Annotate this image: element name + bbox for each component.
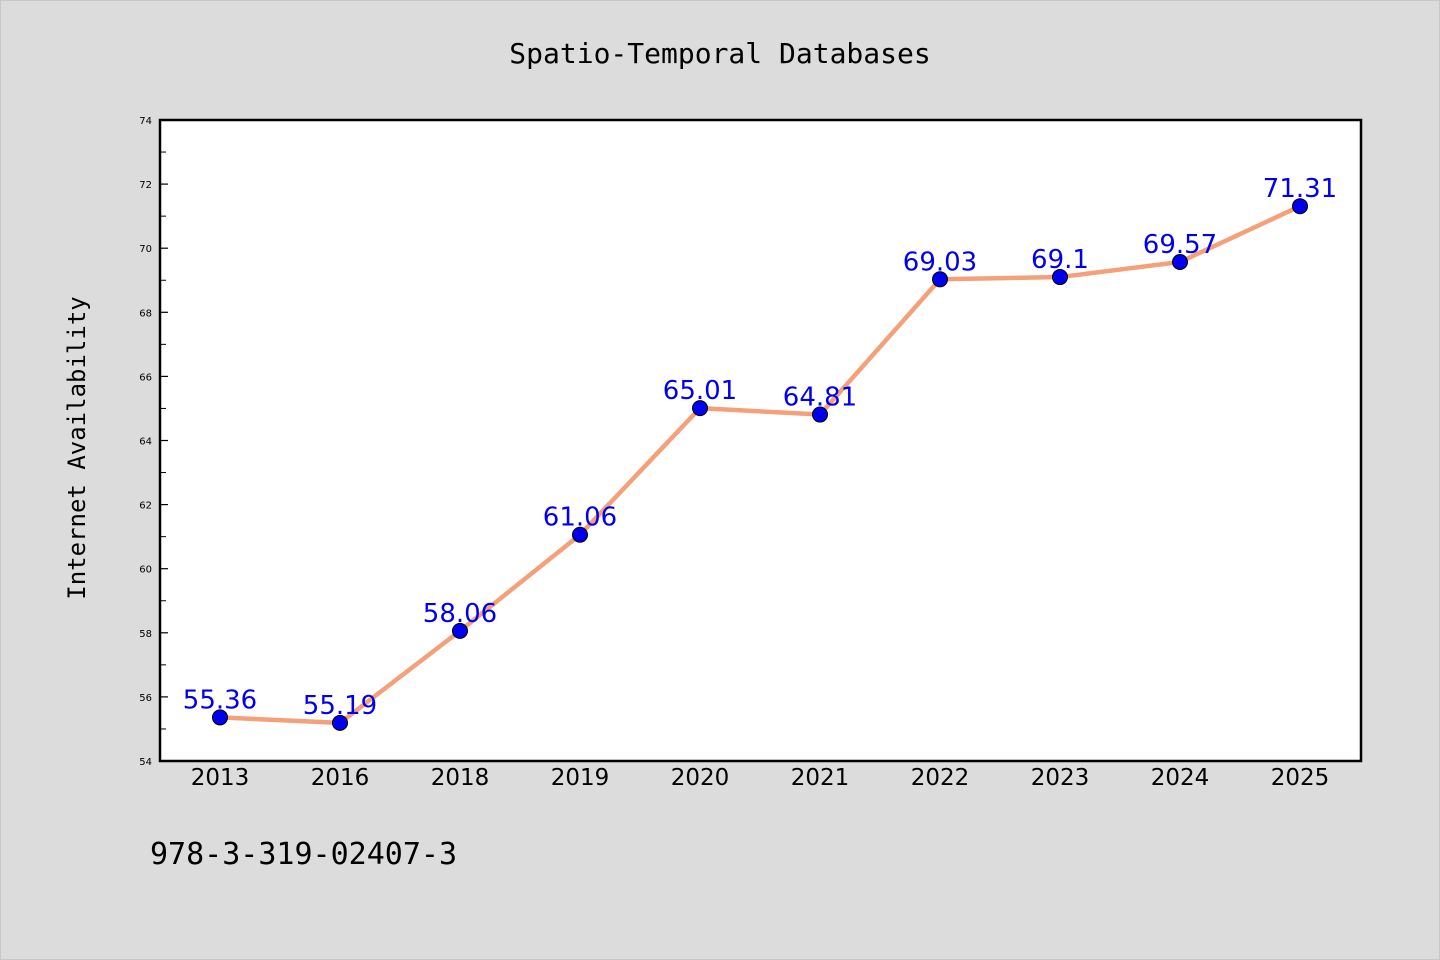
data-label: 58.06 (423, 599, 497, 629)
data-label: 61.06 (543, 503, 617, 533)
data-point (812, 406, 828, 423)
y-tick-label: 72 (139, 180, 152, 191)
data-point (932, 271, 948, 288)
data-point (1292, 198, 1308, 215)
y-tick-label: 56 (139, 693, 152, 704)
x-tick-label: 2025 (1271, 765, 1330, 791)
y-tick-label: 68 (139, 308, 152, 319)
x-tick-label: 2013 (191, 765, 250, 791)
data-point (452, 622, 468, 639)
data-label: 64.81 (783, 383, 857, 413)
x-axis: 2013 2016 2018 2019 2020 2021 2022 2023 2024 2025 (191, 765, 1330, 791)
footer-isbn: 978-3-319-02407-3 (150, 837, 457, 872)
data-label: 71.31 (1263, 174, 1337, 204)
data-label: 69.1 (1031, 245, 1089, 275)
y-tick-label: 62 (139, 501, 152, 512)
y-tick-label: 64 (139, 437, 152, 448)
x-tick-label: 2022 (911, 765, 970, 791)
data-label: 55.36 (183, 685, 257, 715)
plot-area (160, 120, 1361, 761)
data-point (1052, 269, 1068, 286)
x-tick-label: 2020 (671, 765, 730, 791)
y-axis: 54 56 58 60 62 64 66 68 70 72 74 (139, 116, 168, 768)
data-point (692, 400, 708, 417)
y-tick-label: 74 (139, 116, 152, 127)
y-axis-label: Internet Availability (63, 296, 91, 599)
data-label: 69.57 (1143, 230, 1217, 260)
x-tick-label: 2019 (551, 765, 610, 791)
data-label: 65.01 (663, 376, 737, 406)
plot-frame (158, 118, 1363, 763)
x-tick-label: 2016 (311, 765, 370, 791)
data-point (332, 714, 348, 731)
x-tick-label: 2018 (431, 765, 490, 791)
x-tick-label: 2021 (791, 765, 850, 791)
y-tick-label: 54 (139, 757, 152, 768)
data-point (572, 526, 588, 543)
x-tick-label: 2023 (1031, 765, 1090, 791)
y-tick-label: 60 (139, 565, 152, 576)
data-label: 69.03 (903, 247, 977, 277)
y-tick-label: 70 (139, 244, 152, 255)
y-tick-label: 58 (139, 629, 152, 640)
chart-title: Spatio-Temporal Databases (509, 37, 930, 70)
x-tick-label: 2024 (1151, 765, 1210, 791)
series-layer: 55.36 55.19 58.06 61.06 65.01 64.81 69.03 69.1 6… (183, 174, 1337, 731)
data-point (212, 709, 228, 726)
series-line (217, 203, 1303, 726)
data-label: 55.19 (303, 691, 377, 721)
data-point (1172, 253, 1188, 270)
y-tick-label: 66 (139, 372, 152, 383)
